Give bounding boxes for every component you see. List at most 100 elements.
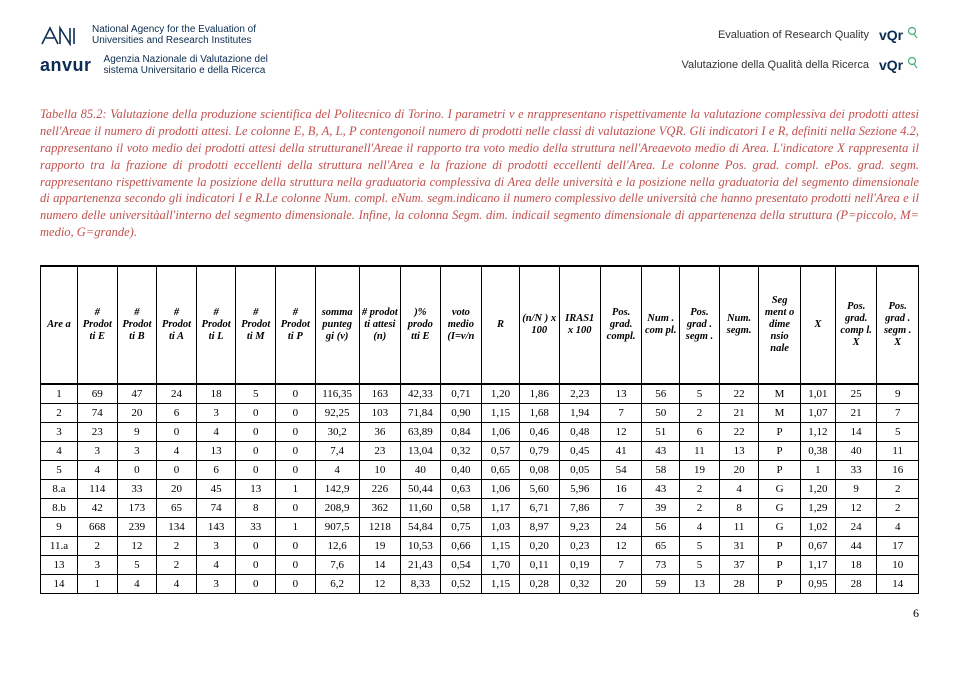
table-cell: 0,32 <box>440 442 481 461</box>
table-cell: 13 <box>196 442 236 461</box>
table-cell: 47 <box>117 384 157 404</box>
table-cell: 65 <box>642 537 680 556</box>
table-cell: 63,89 <box>401 423 441 442</box>
table-cell: 5 <box>41 461 78 480</box>
table-cell: 73 <box>642 556 680 575</box>
table-cell: 19 <box>680 461 720 480</box>
table-row: 5400600410400,400,650,080,0554581920P133… <box>41 461 919 480</box>
table-cell: 0,05 <box>559 461 600 480</box>
table-cell: 1,70 <box>482 556 520 575</box>
column-header: X <box>800 266 835 384</box>
table-cell: 11.a <box>41 537 78 556</box>
column-header: # Prodot ti M <box>236 266 276 384</box>
table-cell: 21 <box>835 404 876 423</box>
table-cell: 56 <box>642 518 680 537</box>
table-cell: 1 <box>41 384 78 404</box>
table-cell: 58 <box>642 461 680 480</box>
data-table: Are a# Prodot ti E# Prodot ti B# Prodot … <box>40 265 919 594</box>
table-cell: 5 <box>680 556 720 575</box>
table-cell: 0,63 <box>440 480 481 499</box>
table-cell: 142,9 <box>315 480 359 499</box>
table-cell: 0,79 <box>519 442 559 461</box>
table-cell: 12 <box>117 537 157 556</box>
table-cell: 907,5 <box>315 518 359 537</box>
table-cell: 9 <box>877 384 919 404</box>
table-cell: 6,71 <box>519 499 559 518</box>
table-cell: 31 <box>719 537 759 556</box>
table-cell: 43 <box>642 442 680 461</box>
table-cell: 4 <box>719 480 759 499</box>
table-cell: P <box>759 423 800 442</box>
table-cell: 10 <box>359 461 400 480</box>
table-row: 8.a114332045131142,922650,440,631,065,60… <box>41 480 919 499</box>
table-cell: 5 <box>680 384 720 404</box>
table-cell: 33 <box>835 461 876 480</box>
anvur-logo-icon <box>40 24 80 46</box>
table-cell: 50 <box>642 404 680 423</box>
column-header: # Prodot ti A <box>157 266 197 384</box>
table-cell: 1,29 <box>800 499 835 518</box>
table-cell: P <box>759 442 800 461</box>
table-cell: 4 <box>680 518 720 537</box>
table-cell: 13 <box>680 575 720 594</box>
table-cell: 20 <box>157 480 197 499</box>
table-cell: 1218 <box>359 518 400 537</box>
table-row: 8.b42173657480208,936211,600,581,176,717… <box>41 499 919 518</box>
table-cell: 74 <box>77 404 117 423</box>
table-cell: G <box>759 499 800 518</box>
table-caption: Tabella 85.2: Valutazione della produzio… <box>40 106 919 241</box>
column-header: # Prodot ti P <box>276 266 316 384</box>
table-cell: 0,48 <box>559 423 600 442</box>
table-cell: 45 <box>196 480 236 499</box>
table-cell: 40 <box>835 442 876 461</box>
table-cell: 0 <box>276 423 316 442</box>
table-cell: 143 <box>196 518 236 537</box>
table-cell: 14 <box>359 556 400 575</box>
table-cell: 1,02 <box>800 518 835 537</box>
table-cell: 4 <box>41 442 78 461</box>
table-cell: 0 <box>236 575 276 594</box>
column-header: Are a <box>41 266 78 384</box>
table-cell: 71,84 <box>401 404 441 423</box>
column-header: Num . com pl. <box>642 266 680 384</box>
table-cell: 0,54 <box>440 556 481 575</box>
column-header: Pos. grad . segm . X <box>877 266 919 384</box>
table-cell: 2 <box>877 499 919 518</box>
table-cell: 17 <box>877 537 919 556</box>
table-cell: 14 <box>835 423 876 442</box>
table-cell: 25 <box>835 384 876 404</box>
table-cell: 1,86 <box>519 384 559 404</box>
column-header: Num. segm. <box>719 266 759 384</box>
table-cell: P <box>759 575 800 594</box>
table-cell: 226 <box>359 480 400 499</box>
table-cell: 2 <box>157 537 197 556</box>
table-cell: 1,15 <box>482 575 520 594</box>
table-header-row: Are a# Prodot ti E# Prodot ti B# Prodot … <box>41 266 919 384</box>
table-cell: 56 <box>642 384 680 404</box>
table-cell: 6 <box>196 461 236 480</box>
column-header: Seg ment o dime nsio nale <box>759 266 800 384</box>
table-cell: 10 <box>877 556 919 575</box>
table-cell: 0,75 <box>440 518 481 537</box>
table-cell: 12 <box>600 537 641 556</box>
table-cell: 208,9 <box>315 499 359 518</box>
table-cell: 11,60 <box>401 499 441 518</box>
header-en-block: National Agency for the Evaluation of Un… <box>40 24 304 46</box>
table-cell: 9,23 <box>559 518 600 537</box>
table-cell: 2 <box>680 480 720 499</box>
table-cell: 22 <box>719 423 759 442</box>
table-cell: 1,17 <box>800 556 835 575</box>
table-cell: 362 <box>359 499 400 518</box>
table-cell: 24 <box>835 518 876 537</box>
table-cell: 13 <box>236 480 276 499</box>
table-row: 133524007,61421,430,541,700,110,19773537… <box>41 556 919 575</box>
table-cell: 4 <box>157 442 197 461</box>
table-cell: 1 <box>276 480 316 499</box>
table-cell: 4 <box>77 461 117 480</box>
table-cell: 0 <box>276 575 316 594</box>
table-cell: 0,67 <box>800 537 835 556</box>
table-cell: 8.b <box>41 499 78 518</box>
anvur-logo-block: anvur <box>40 55 92 76</box>
table-cell: 11 <box>680 442 720 461</box>
agency-name-en: National Agency for the Evaluation of Un… <box>92 24 292 46</box>
